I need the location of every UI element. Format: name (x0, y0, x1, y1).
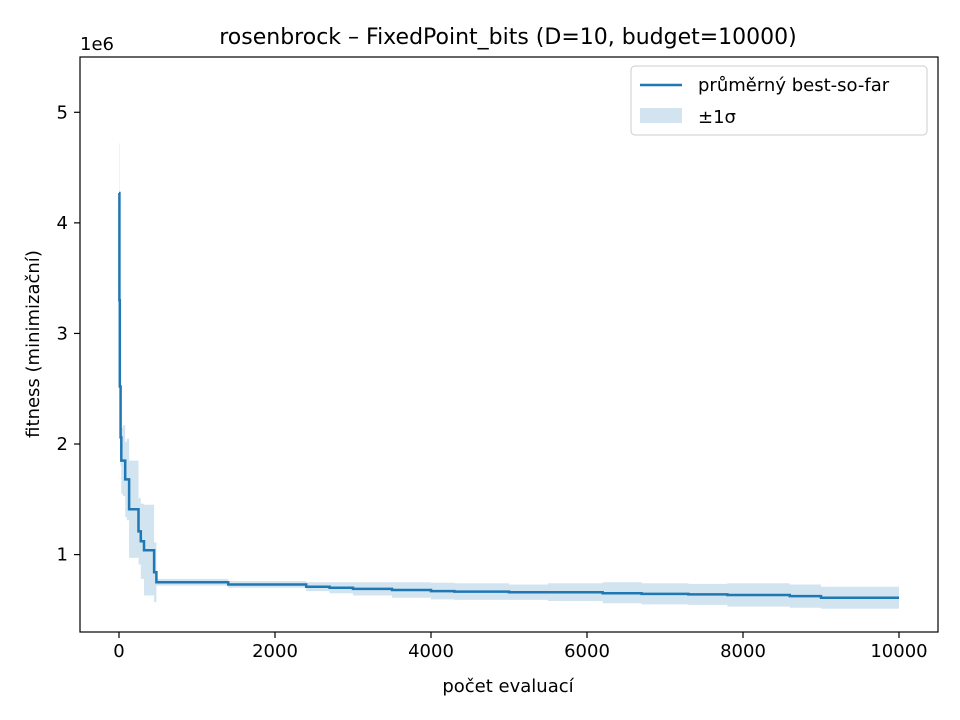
x-axis-ticks: 0 2000 4000 6000 8000 10000 (113, 632, 928, 662)
y-tick-label: 1 (57, 545, 68, 566)
x-tick-label: 8000 (720, 641, 766, 662)
y-axis-offset-label: 1e6 (80, 34, 114, 55)
plot-area (118, 143, 899, 609)
y-axis-label: fitness (minimizační) (23, 250, 44, 438)
x-tick-label: 6000 (564, 641, 610, 662)
y-axis-ticks: 1 2 3 4 5 (57, 102, 80, 566)
axes-frame (79, 56, 939, 633)
x-tick-label: 4000 (408, 641, 454, 662)
mean-best-so-far-line (118, 191, 899, 599)
legend-box (630, 65, 928, 136)
y-tick-label: 2 (57, 434, 68, 455)
chart-title: rosenbrock – FixedPoint_bits (D=10, budg… (219, 25, 797, 50)
legend-label-band: ±1σ (698, 107, 736, 128)
x-axis-label: počet evaluací (442, 676, 574, 697)
legend-label-mean: průměrný best-so-far (698, 75, 890, 96)
x-tick-label: 10000 (870, 641, 927, 662)
y-tick-label: 4 (57, 213, 68, 234)
x-tick-label: 2000 (252, 641, 298, 662)
y-tick-label: 5 (57, 102, 68, 123)
mean-line-layer (118, 191, 899, 599)
legend: průměrný best-so-far ±1σ (630, 65, 928, 136)
x-tick-label: 0 (113, 641, 124, 662)
legend-band-swatch (640, 108, 682, 123)
y-tick-label: 3 (57, 323, 68, 344)
